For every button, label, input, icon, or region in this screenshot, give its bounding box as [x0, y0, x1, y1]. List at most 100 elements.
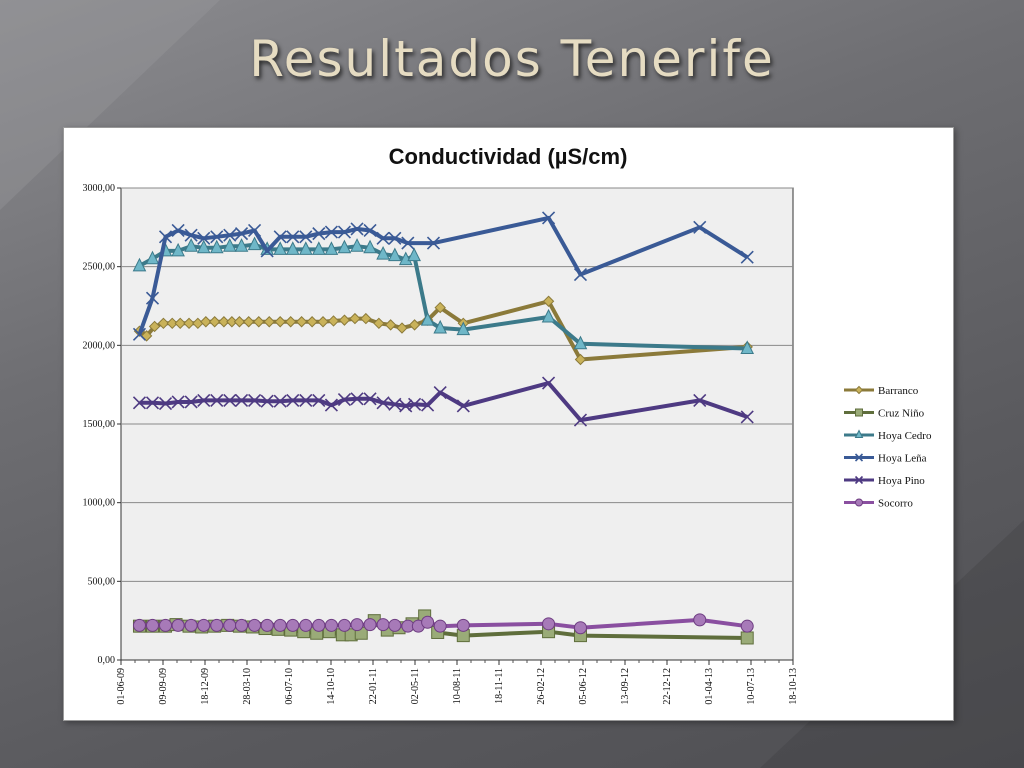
x-tick-label: 09-09-09 — [158, 668, 169, 705]
data-point — [132, 257, 147, 272]
data-point — [337, 225, 352, 239]
data-point — [273, 241, 287, 255]
data-point — [541, 211, 556, 225]
conductividad-chart: Conductividad (µS/cm) 0,00 500,00 1000,00 1… — [83, 144, 932, 705]
data-point — [388, 397, 402, 411]
data-point — [210, 393, 224, 407]
data-point — [317, 316, 329, 328]
data-point — [855, 498, 863, 507]
data-point — [184, 395, 198, 409]
data-point — [184, 238, 198, 252]
data-point — [542, 295, 555, 307]
data-point — [573, 621, 587, 635]
data-point — [145, 396, 160, 410]
x-tick-label: 22-12-12 — [662, 668, 673, 705]
x-tick-label: 02-05-11 — [410, 668, 421, 704]
data-point — [401, 236, 415, 250]
x-tick-label: 10-07-13 — [746, 668, 757, 705]
data-point — [337, 239, 352, 254]
data-point — [573, 267, 588, 282]
legend-label: Cruz Niño — [878, 408, 925, 420]
data-point — [693, 613, 707, 627]
axes: 0,00 500,00 1000,00 1500,00 2000,00 2500,00 30… — [83, 183, 800, 705]
data-point — [145, 250, 160, 265]
data-point — [146, 618, 159, 632]
data-point — [740, 250, 754, 264]
data-point — [388, 231, 402, 245]
data-point — [247, 223, 262, 238]
data-point — [456, 321, 471, 336]
data-point — [363, 392, 377, 406]
y-tick-label: 2500,00 — [83, 262, 116, 273]
data-point — [273, 618, 287, 632]
x-tick-label: 18-12-09 — [200, 668, 211, 705]
data-point — [247, 393, 262, 407]
data-point — [209, 239, 224, 254]
data-point — [197, 393, 211, 407]
data-point — [456, 399, 470, 413]
data-point — [433, 619, 447, 633]
data-point — [541, 376, 556, 390]
data-point — [854, 453, 864, 462]
data-point — [284, 316, 297, 328]
x-tick-label: 01-06-09 — [116, 668, 127, 705]
data-point — [324, 241, 339, 255]
data-point — [234, 227, 249, 241]
data-point — [248, 618, 262, 632]
data-point — [171, 223, 185, 238]
x-tick-label: 18-11-11 — [494, 668, 505, 704]
data-point — [222, 238, 237, 252]
data-point — [740, 619, 754, 633]
legend-label: Barranco — [878, 385, 919, 397]
data-point — [286, 230, 300, 244]
chart-title: Conductividad (µS/cm) — [389, 144, 628, 169]
legend-label: Hoya Cedro — [878, 430, 932, 442]
data-point — [234, 238, 249, 252]
data-point — [350, 392, 364, 406]
data-point — [223, 618, 237, 632]
data-point — [132, 396, 147, 410]
y-tick-label: 2000,00 — [83, 340, 116, 351]
data-point — [132, 618, 146, 632]
data-point — [184, 618, 198, 632]
data-point — [312, 393, 326, 407]
data-point — [573, 335, 588, 350]
data-point — [324, 225, 338, 239]
y-tick-label: 500,00 — [88, 576, 116, 587]
data-point — [337, 618, 351, 632]
y-tick-label: 1500,00 — [83, 419, 116, 430]
data-point — [235, 618, 249, 632]
legend-item: Hoya Cedro — [844, 429, 932, 442]
data-point — [854, 475, 864, 485]
data-point — [349, 312, 361, 325]
data-point — [854, 385, 864, 395]
data-point — [210, 618, 224, 632]
data-point — [200, 316, 212, 328]
data-point — [285, 241, 300, 255]
x-tick-label: 06-07-10 — [284, 668, 295, 705]
data-point — [434, 301, 446, 314]
data-point — [338, 314, 351, 326]
data-point — [363, 223, 377, 238]
data-point — [306, 316, 318, 328]
data-point — [740, 410, 754, 424]
x-tick-label: 13-09-12 — [620, 668, 631, 705]
series-hoya-le-a — [132, 211, 754, 341]
data-point — [740, 340, 755, 354]
legend-item: Cruz Niño — [844, 408, 925, 420]
data-point — [299, 618, 313, 632]
series-hoya-pino — [132, 376, 754, 427]
x-tick-label: 05-06-12 — [578, 668, 589, 705]
data-point — [376, 245, 390, 260]
data-point — [274, 316, 286, 328]
legend-label: Socorro — [878, 498, 913, 510]
data-point — [421, 615, 435, 629]
legend-item: Hoya Pino — [844, 475, 925, 487]
data-point — [421, 398, 435, 412]
data-point — [273, 230, 287, 244]
data-point — [693, 220, 707, 234]
data-point — [166, 317, 178, 330]
data-point — [740, 631, 754, 645]
data-point — [286, 393, 300, 407]
data-point — [148, 320, 161, 333]
